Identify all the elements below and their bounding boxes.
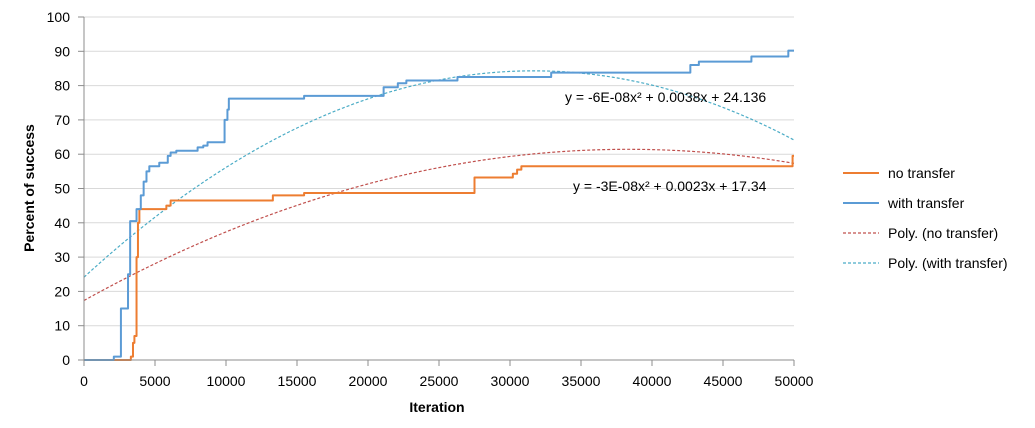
x-axis-title: Iteration (409, 399, 464, 415)
legend-label-poly-with-transfer: Poly. (with transfer) (888, 255, 1008, 271)
legend-label-with-transfer: with transfer (887, 195, 965, 211)
y-tick-label-90: 90 (54, 43, 70, 59)
x-tick-label-15000: 15000 (278, 373, 317, 389)
y-tick-label-60: 60 (54, 146, 70, 162)
y-tick-label-0: 0 (62, 352, 70, 368)
x-tick-label-35000: 35000 (562, 373, 601, 389)
y-tick-label-40: 40 (54, 215, 70, 231)
x-axis-tick-labels: 0 5000 10000 15000 20000 25000 30000 35000 40000… (80, 373, 814, 389)
x-tick-label-40000: 40000 (633, 373, 672, 389)
trendline-equation-with-transfer: y = -6E-08x² + 0.0038x + 24.136 (565, 89, 766, 105)
x-tick-label-45000: 45000 (704, 373, 743, 389)
y-tick-label-50: 50 (54, 181, 70, 197)
series-line-with-transfer (84, 49, 794, 361)
y-axis-title: Percent of success (21, 124, 37, 252)
y-tick-label-70: 70 (54, 112, 70, 128)
legend: no transfer with transfer Poly. (no transf… (843, 165, 1008, 271)
y-tick-label-30: 30 (54, 249, 70, 265)
x-tick-label-50000: 50000 (775, 373, 814, 389)
y-tick-label-10: 10 (54, 318, 70, 334)
x-tick-label-20000: 20000 (349, 373, 388, 389)
y-tick-label-20: 20 (54, 283, 70, 299)
axes (78, 16, 795, 366)
gridlines (84, 16, 794, 327)
series-line-no-transfer (84, 154, 794, 361)
trendline-equation-no-transfer: y = -3E-08x² + 0.0023x + 17.34 (573, 178, 767, 194)
trendline-poly-no-transfer (83, 148, 795, 302)
x-tick-label-10000: 10000 (207, 373, 246, 389)
y-tick-label-80: 80 (54, 78, 70, 94)
legend-label-poly-no-transfer: Poly. (no transfer) (888, 225, 998, 241)
y-tick-label-100: 100 (47, 9, 71, 25)
x-tick-label-0: 0 (80, 373, 88, 389)
x-tick-label-5000: 5000 (139, 373, 170, 389)
x-tick-label-30000: 30000 (491, 373, 530, 389)
x-tick-label-25000: 25000 (420, 373, 459, 389)
series-layer (83, 49, 795, 361)
y-axis-tick-labels: 0 10 20 30 40 50 60 70 80 90 100 (47, 9, 71, 368)
legend-label-no-transfer: no transfer (888, 165, 955, 181)
